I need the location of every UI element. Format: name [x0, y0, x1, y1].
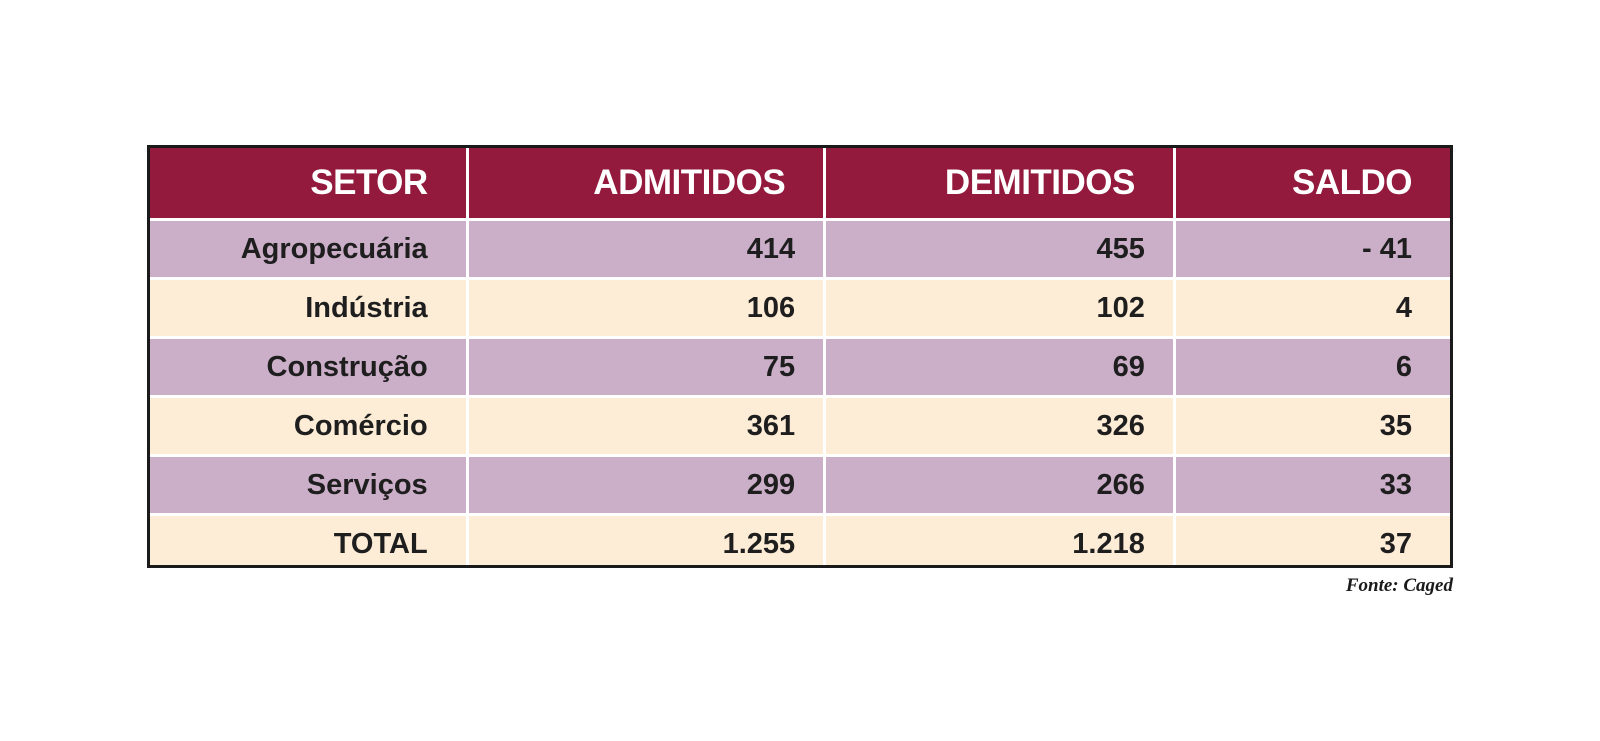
- demitidos-cell: 102: [823, 277, 1175, 338]
- table-row: Agropecuária 414 455 - 41: [150, 218, 1450, 279]
- setor-cell: Serviços: [150, 454, 468, 515]
- admitidos-cell: 106: [465, 277, 825, 338]
- table-row: Comércio 361 326 35: [150, 395, 1450, 456]
- header-admitidos: ADMITIDOS: [465, 148, 825, 220]
- source-note: Fonte: Caged: [1345, 575, 1453, 596]
- table-header: SETOR ADMITIDOS DEMITIDOS SALDO: [150, 148, 1450, 220]
- saldo-cell: 35: [1172, 395, 1450, 456]
- sector-employment-table: SETOR ADMITIDOS DEMITIDOS SALDO Agropecu…: [150, 148, 1450, 565]
- admitidos-cell: 414: [465, 218, 825, 279]
- demitidos-cell: 326: [823, 395, 1175, 456]
- total-admitidos-cell: 1.255: [465, 513, 825, 565]
- table-body: Agropecuária 414 455 - 41 Indústria 106 …: [150, 218, 1450, 565]
- total-label-cell: TOTAL: [150, 513, 468, 565]
- setor-cell: Indústria: [150, 277, 468, 338]
- table-row: Indústria 106 102 4: [150, 277, 1450, 338]
- table-row: Serviços 299 266 33: [150, 454, 1450, 515]
- table-row: Construção 75 69 6: [150, 336, 1450, 397]
- demitidos-cell: 69: [823, 336, 1175, 397]
- total-saldo-cell: 37: [1172, 513, 1450, 565]
- saldo-cell: 6: [1172, 336, 1450, 397]
- admitidos-cell: 299: [465, 454, 825, 515]
- admitidos-cell: 75: [465, 336, 825, 397]
- saldo-cell: 33: [1172, 454, 1450, 515]
- saldo-cell: 4: [1172, 277, 1450, 338]
- demitidos-cell: 266: [823, 454, 1175, 515]
- header-setor: SETOR: [150, 148, 468, 220]
- header-demitidos: DEMITIDOS: [823, 148, 1175, 220]
- header-saldo: SALDO: [1172, 148, 1450, 220]
- admitidos-cell: 361: [465, 395, 825, 456]
- setor-cell: Comércio: [150, 395, 468, 456]
- total-row: TOTAL 1.255 1.218 37: [150, 513, 1450, 565]
- header-row: SETOR ADMITIDOS DEMITIDOS SALDO: [150, 148, 1450, 220]
- setor-cell: Agropecuária: [150, 218, 468, 279]
- saldo-cell: - 41: [1172, 218, 1450, 279]
- total-demitidos-cell: 1.218: [823, 513, 1175, 565]
- setor-cell: Construção: [150, 336, 468, 397]
- demitidos-cell: 455: [823, 218, 1175, 279]
- sector-employment-table-frame: SETOR ADMITIDOS DEMITIDOS SALDO Agropecu…: [147, 145, 1453, 568]
